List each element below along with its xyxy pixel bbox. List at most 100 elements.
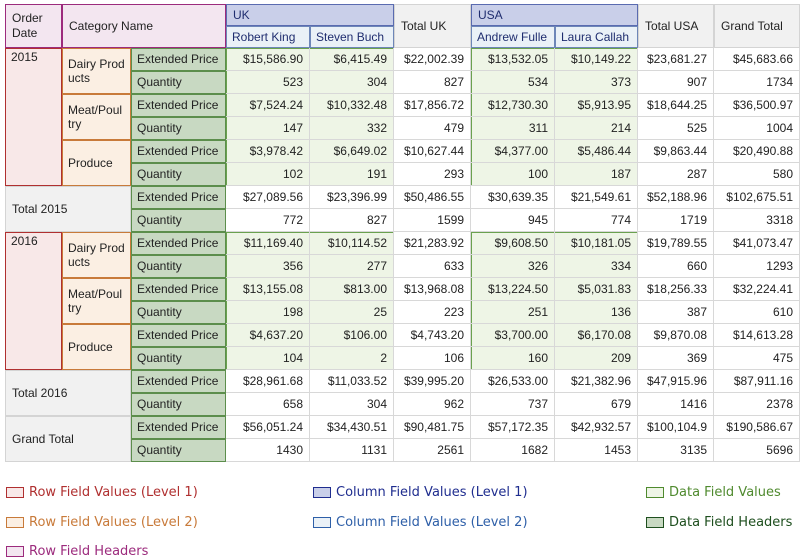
data-cell: 251: [471, 301, 555, 324]
data-cell: 1004: [714, 117, 800, 140]
data-cell: $21,549.61: [555, 186, 638, 209]
data-field-header[interactable]: Quantity: [131, 347, 226, 370]
legend-item: Column Field Values (Level 1): [313, 485, 528, 500]
legend-item: Row Field Values (Level 1): [6, 485, 198, 500]
column-header-employee[interactable]: Robert King: [226, 26, 310, 48]
data-cell: 525: [638, 117, 714, 140]
data-field-header[interactable]: Quantity: [131, 209, 226, 232]
data-cell: $18,644.25: [638, 94, 714, 117]
data-cell: 475: [714, 347, 800, 370]
data-field-header[interactable]: Quantity: [131, 393, 226, 416]
column-header-usa[interactable]: USA: [471, 4, 638, 26]
row-header-category[interactable]: Produce: [62, 140, 131, 186]
data-field-header[interactable]: Extended Price: [131, 140, 226, 163]
legend-item: Row Field Headers: [6, 544, 148, 559]
pivot-grid: Order Date Category Name UK USA Total UK Tota…: [5, 4, 800, 462]
row-header-year[interactable]: 2015: [5, 48, 62, 186]
legend-item: Data Field Headers: [646, 515, 792, 530]
data-cell: $190,586.67: [714, 416, 800, 439]
data-field-header[interactable]: Quantity: [131, 71, 226, 94]
row-header-category[interactable]: Produce: [62, 324, 131, 370]
data-cell: $13,532.05: [471, 48, 555, 71]
data-cell: $32,224.41: [714, 278, 800, 301]
data-cell: 356: [226, 255, 310, 278]
data-field-header[interactable]: Extended Price: [131, 48, 226, 71]
data-cell: $4,637.20: [226, 324, 310, 347]
data-cell: 945: [471, 209, 555, 232]
data-cell: 293: [394, 163, 471, 186]
data-cell: $11,033.52: [310, 370, 394, 393]
data-cell: 104: [226, 347, 310, 370]
data-cell: $3,978.42: [226, 140, 310, 163]
data-cell: 633: [394, 255, 471, 278]
data-cell: $21,382.96: [555, 370, 638, 393]
data-cell: 191: [310, 163, 394, 186]
data-cell: $5,031.83: [555, 278, 638, 301]
data-field-header[interactable]: Quantity: [131, 301, 226, 324]
data-cell: 1293: [714, 255, 800, 278]
data-cell: 774: [555, 209, 638, 232]
data-cell: 679: [555, 393, 638, 416]
data-field-header[interactable]: Extended Price: [131, 324, 226, 347]
data-cell: 962: [394, 393, 471, 416]
data-cell: 304: [310, 393, 394, 416]
column-header-employee[interactable]: Andrew Fulle: [471, 26, 555, 48]
data-cell: $10,332.48: [310, 94, 394, 117]
data-field-header[interactable]: Quantity: [131, 117, 226, 140]
data-field-header[interactable]: Extended Price: [131, 94, 226, 117]
data-cell: 827: [394, 71, 471, 94]
header-order-date[interactable]: Order Date: [5, 4, 62, 48]
data-field-header[interactable]: Quantity: [131, 255, 226, 278]
data-cell: $10,114.52: [310, 232, 394, 255]
data-cell: $10,627.44: [394, 140, 471, 163]
row-header-category[interactable]: Meat/Poultry: [62, 278, 131, 324]
data-cell: $10,149.22: [555, 48, 638, 71]
legend-swatch: [646, 517, 664, 528]
data-field-header[interactable]: Quantity: [131, 163, 226, 186]
data-cell: $6,415.49: [310, 48, 394, 71]
column-header-employee[interactable]: Laura Callah: [555, 26, 638, 48]
data-cell: $22,002.39: [394, 48, 471, 71]
data-cell: $39,995.20: [394, 370, 471, 393]
data-cell: 287: [638, 163, 714, 186]
data-cell: 209: [555, 347, 638, 370]
data-field-header[interactable]: Extended Price: [131, 416, 226, 439]
data-cell: 610: [714, 301, 800, 324]
data-cell: $813.00: [310, 278, 394, 301]
data-cell: 147: [226, 117, 310, 140]
data-cell: $90,481.75: [394, 416, 471, 439]
data-cell: 304: [310, 71, 394, 94]
data-cell: $36,500.97: [714, 94, 800, 117]
row-header-category[interactable]: Meat/Poultry: [62, 94, 131, 140]
data-cell: $47,915.96: [638, 370, 714, 393]
column-header-uk[interactable]: UK: [226, 4, 394, 26]
data-field-header[interactable]: Extended Price: [131, 278, 226, 301]
row-header-category[interactable]: Dairy Products: [62, 48, 131, 94]
data-cell: $17,856.72: [394, 94, 471, 117]
data-field-header[interactable]: Extended Price: [131, 232, 226, 255]
data-field-header[interactable]: Quantity: [131, 439, 226, 462]
data-cell: 2561: [394, 439, 471, 462]
data-cell: $4,377.00: [471, 140, 555, 163]
column-header-grand-total: Grand Total: [714, 4, 800, 48]
row-header-year[interactable]: 2016: [5, 232, 62, 370]
data-cell: 160: [471, 347, 555, 370]
data-cell: 334: [555, 255, 638, 278]
legend-label: Data Field Headers: [669, 515, 793, 530]
data-cell: $13,224.50: [471, 278, 555, 301]
legend-label: Column Field Values (Level 2): [336, 515, 528, 530]
data-cell: 3135: [638, 439, 714, 462]
data-cell: $15,586.90: [226, 48, 310, 71]
data-field-header[interactable]: Extended Price: [131, 370, 226, 393]
row-header-category[interactable]: Dairy Products: [62, 232, 131, 278]
row-total-2016-label: Total 2016: [5, 370, 131, 416]
data-field-header[interactable]: Extended Price: [131, 186, 226, 209]
data-cell: 660: [638, 255, 714, 278]
column-header-total-usa: Total USA: [638, 4, 714, 48]
data-cell: 373: [555, 71, 638, 94]
data-cell: $57,172.35: [471, 416, 555, 439]
column-header-employee[interactable]: Steven Buch: [310, 26, 394, 48]
data-cell: 523: [226, 71, 310, 94]
data-cell: $27,089.56: [226, 186, 310, 209]
header-category-name[interactable]: Category Name: [62, 4, 226, 48]
